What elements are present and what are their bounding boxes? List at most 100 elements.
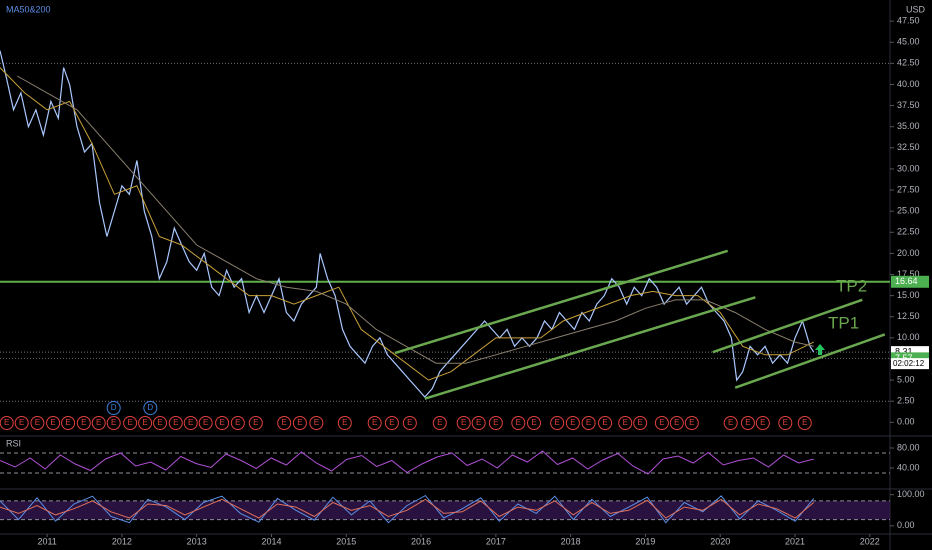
dividends-marker xyxy=(106,401,121,415)
earnings-label: E xyxy=(555,418,560,427)
earnings-label: E xyxy=(65,418,70,427)
y-tick-label: 80.00 xyxy=(897,442,920,452)
price-label: 8.31 xyxy=(895,347,913,357)
earnings-marker xyxy=(527,416,541,430)
x-tick-label: 2016 xyxy=(411,536,431,546)
earnings-label: E xyxy=(802,418,807,427)
earnings-marker xyxy=(550,416,565,430)
earnings-label: E xyxy=(570,418,575,427)
x-tick-label: 2021 xyxy=(785,536,805,546)
earnings-label: E xyxy=(297,418,302,427)
y-tick-label: 17.50 xyxy=(897,269,920,279)
earnings-label: E xyxy=(372,418,377,427)
y-tick-label: 15.00 xyxy=(897,290,920,300)
earnings-marker xyxy=(337,416,352,430)
y-tick-label: 0.00 xyxy=(897,417,915,427)
dividends-label: D xyxy=(147,403,153,412)
earnings-label: E xyxy=(638,418,643,427)
earnings-label: E xyxy=(461,418,466,427)
panel-label: RSI xyxy=(6,438,21,448)
y-tick-label: 27.50 xyxy=(897,184,920,194)
y-tick-label: 12.50 xyxy=(897,311,920,321)
earnings-label: E xyxy=(253,418,258,427)
price-line xyxy=(16,75,814,364)
earnings-marker xyxy=(432,416,447,430)
earnings-marker xyxy=(123,416,138,430)
earnings-marker xyxy=(797,416,812,430)
y-tick-label: 20.00 xyxy=(897,248,920,258)
earnings-label: E xyxy=(35,418,40,427)
currency: USD xyxy=(906,4,926,14)
earnings-label: E xyxy=(235,418,240,427)
earnings-marker xyxy=(0,416,14,430)
earnings-label: E xyxy=(96,418,101,427)
earnings-label: E xyxy=(407,418,412,427)
y-tick-label: 35.00 xyxy=(897,121,920,131)
x-tick-label: 2018 xyxy=(561,536,581,546)
trendline xyxy=(424,296,756,400)
price-label-box xyxy=(891,275,929,288)
earnings-marker xyxy=(402,416,417,430)
earnings-label: E xyxy=(203,418,208,427)
earnings-marker xyxy=(277,416,292,430)
earnings-label: E xyxy=(81,418,86,427)
y-tick-label: 40.00 xyxy=(897,79,920,89)
oscillator-line xyxy=(0,498,815,519)
earnings-marker xyxy=(740,416,755,430)
earnings-marker xyxy=(248,416,263,430)
earnings-marker xyxy=(46,416,61,430)
x-tick-label: 2015 xyxy=(336,536,356,546)
earnings-label: E xyxy=(127,418,132,427)
study-title: MA50&200 xyxy=(6,4,51,14)
earnings-marker xyxy=(14,416,29,430)
earnings-marker xyxy=(684,416,699,430)
earnings-marker xyxy=(198,416,213,430)
earnings-marker xyxy=(456,416,471,430)
price-label: 7.57 xyxy=(895,353,913,363)
earnings-marker xyxy=(488,416,503,430)
earnings-label: E xyxy=(111,418,116,427)
earnings-marker xyxy=(669,416,684,430)
earnings-marker xyxy=(292,416,307,430)
earnings-label: E xyxy=(19,418,24,427)
countdown: 02:02:12 xyxy=(893,359,925,368)
oscillator-line xyxy=(0,450,814,475)
earnings-marker xyxy=(581,416,596,430)
earnings-marker xyxy=(565,416,580,430)
x-tick-label: 2022 xyxy=(860,536,880,546)
earnings-label: E xyxy=(674,418,679,427)
y-tick-label: 42.50 xyxy=(897,58,920,68)
price-line xyxy=(0,67,814,381)
earnings-marker xyxy=(633,416,648,430)
trendline xyxy=(712,298,863,354)
dividends-label: D xyxy=(111,403,117,412)
x-tick-label: 2014 xyxy=(261,536,281,546)
earnings-label: E xyxy=(157,418,162,427)
earnings-label: E xyxy=(314,418,319,427)
earnings-marker xyxy=(511,416,526,430)
oscillator-line xyxy=(0,494,815,524)
earnings-marker xyxy=(230,416,245,430)
y-tick-label: 45.00 xyxy=(897,37,920,47)
y-tick-label: 0.00 xyxy=(897,520,915,530)
earnings-marker xyxy=(755,416,770,430)
earnings-label: E xyxy=(783,418,788,427)
earnings-label: E xyxy=(602,418,607,427)
earnings-label: E xyxy=(689,418,694,427)
earnings-label: E xyxy=(4,418,9,427)
trendline xyxy=(734,333,886,389)
y-tick-label: 25.00 xyxy=(897,206,920,216)
earnings-label: E xyxy=(282,418,287,427)
earnings-marker xyxy=(138,416,153,430)
earnings-label: E xyxy=(173,418,178,427)
earnings-marker xyxy=(723,416,738,430)
earnings-label: E xyxy=(219,418,224,427)
band-fill xyxy=(0,500,890,520)
earnings-label: E xyxy=(760,418,765,427)
earnings-marker xyxy=(471,416,486,430)
earnings-marker xyxy=(367,416,382,430)
earnings-marker xyxy=(183,416,198,430)
earnings-label: E xyxy=(342,418,347,427)
